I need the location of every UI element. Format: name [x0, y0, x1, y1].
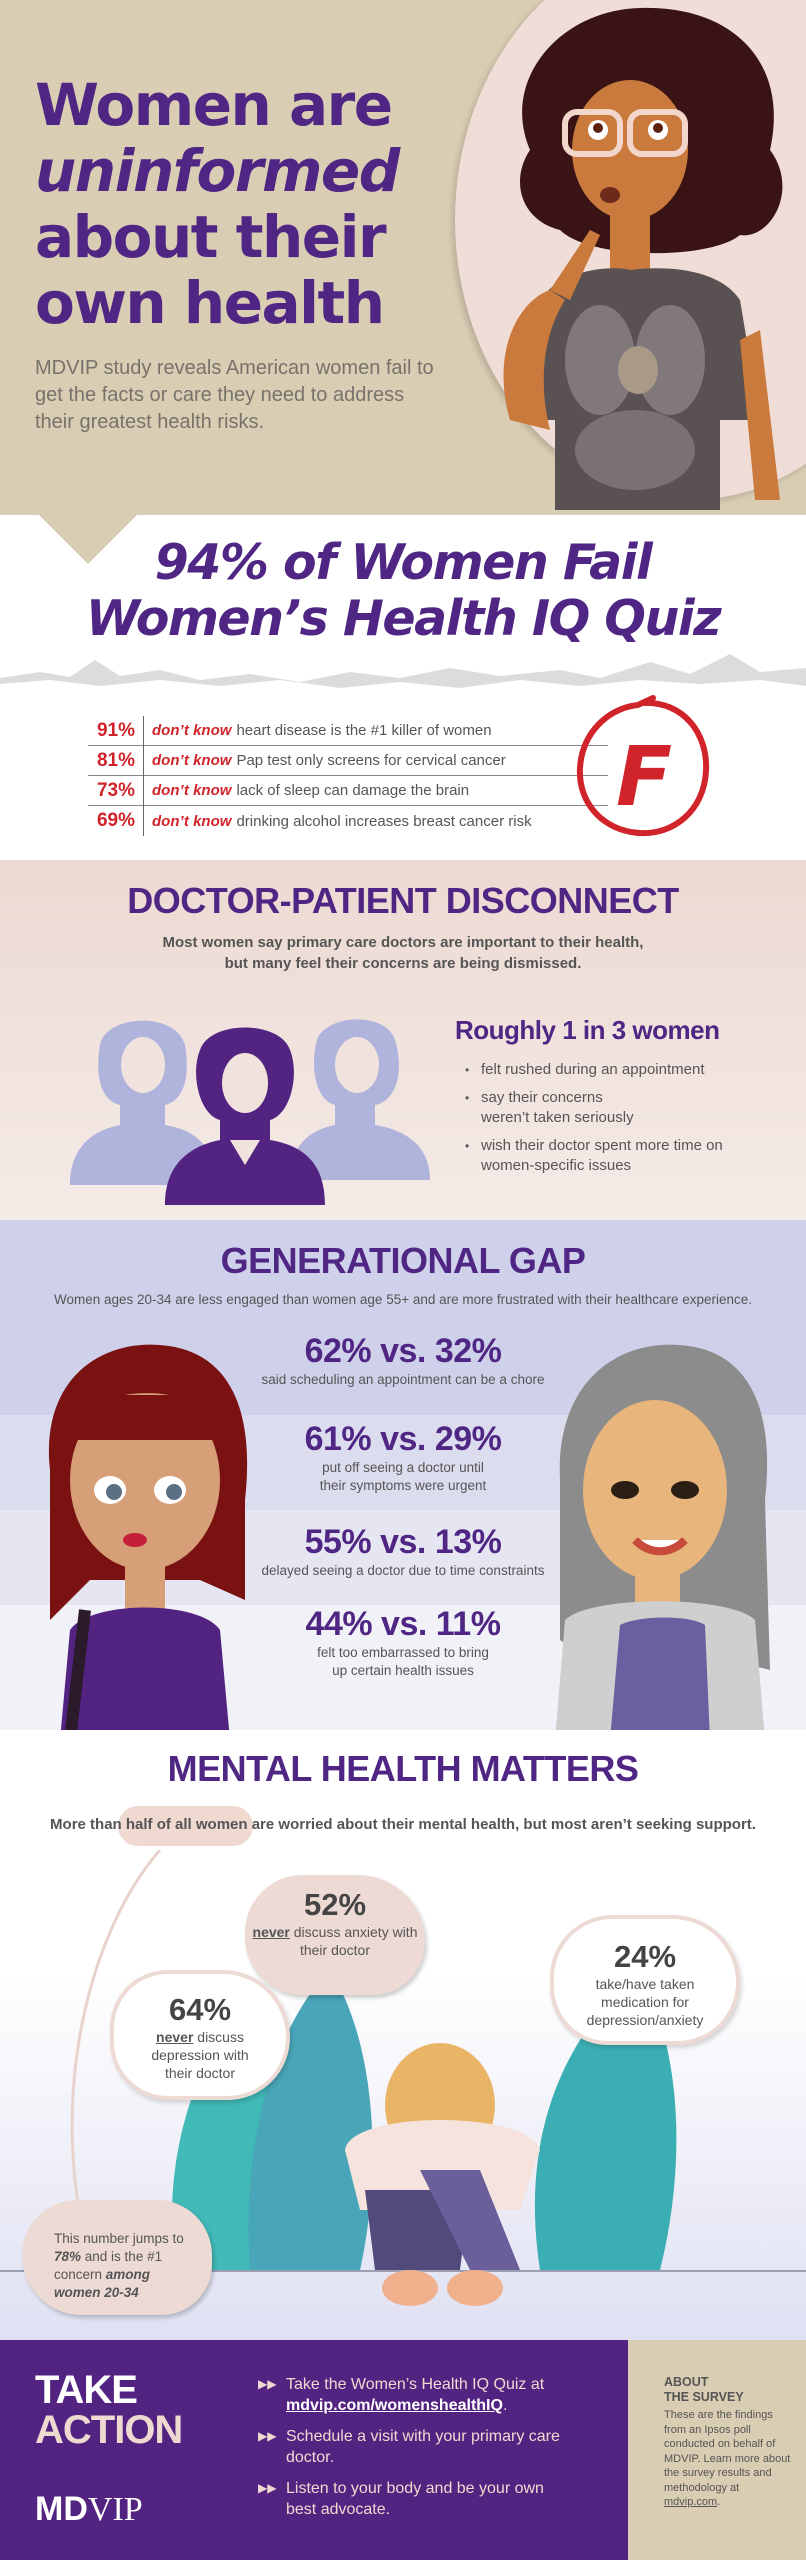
- mental-health-section: MENTAL HEALTH MATTERS More than half of …: [0, 1730, 806, 2340]
- bullet-item: felt rushed during an appointment: [465, 1060, 765, 1080]
- mental-section-title: MENTAL HEALTH MATTERS: [167, 1748, 639, 1789]
- failing-grade-f-icon: F: [576, 695, 710, 837]
- mdvip-logo: MDVIP: [35, 2490, 143, 2528]
- quiz-row: 69% don’t know drinking alcohol increase…: [88, 806, 608, 836]
- about-survey-body: These are the findings from an Ipsos pol…: [664, 2409, 791, 2508]
- doctor-patient-section: DOCTOR-PATIENT DISCONNECT Most women say…: [0, 860, 806, 1220]
- action-list: ▶▶ Take the Women’s Health IQ Quiz at mdv…: [258, 2374, 578, 2530]
- doctor-stat-bullets: felt rushed during an appointment say th…: [465, 1060, 765, 1184]
- generational-stat: 44% vs. 11% felt too embarrassed to brin…: [305, 1605, 501, 1678]
- bullet-item: say their concerns weren’t taken serious…: [465, 1088, 655, 1128]
- generational-section-lede: Women ages 20-34 are less engaged than w…: [53, 1292, 753, 1307]
- double-chevron-icon: ▶▶: [258, 2377, 277, 2391]
- torn-paper-divider: [0, 654, 806, 688]
- quiz-row: 81% don’t know Pap test only screens for…: [88, 745, 608, 776]
- mdvip-link[interactable]: mdvip.com: [664, 2496, 718, 2508]
- generational-stat: 62% vs. 32% said scheduling an appointme…: [261, 1332, 545, 1387]
- doctor-section-title: DOCTOR-PATIENT DISCONNECT: [127, 880, 679, 921]
- generational-stat: 61% vs. 29% put off seeing a doctor unti…: [304, 1420, 502, 1493]
- action-item: ▶▶ Schedule a visit with your primary car…: [258, 2428, 560, 2466]
- doctor-section-lede: Most women say primary care doctors are …: [162, 934, 644, 972]
- stat-cloud: 24% take/have taken medication for depre…: [550, 1915, 740, 2045]
- stat-cloud: 52% never discuss anxiety with their doc…: [245, 1875, 425, 1995]
- action-item: ▶▶ Take the Women’s Health IQ Quiz at mdv…: [258, 2376, 545, 2414]
- double-chevron-icon: ▶▶: [258, 2429, 277, 2443]
- three-women-silhouettes-icon: [70, 1019, 430, 1205]
- note-cloud: This number jumps to 78% and is the #1 c…: [22, 2200, 212, 2315]
- bullet-item: wish their doctor spent more time on wom…: [465, 1136, 755, 1176]
- quiz-link[interactable]: mdvip.com/womenshealthIQ: [286, 2397, 503, 2414]
- about-survey-panel: ABOUT THE SURVEY These are the findings f…: [628, 2340, 806, 2560]
- generational-stat: 55% vs. 13% delayed seeing a doctor due …: [261, 1523, 545, 1578]
- double-chevron-icon: ▶▶: [258, 2481, 277, 2495]
- take-action-section: TAKE ACTION MDVIP ▶▶ Take the Women’s Hea…: [0, 2340, 628, 2560]
- young-woman-illustration: [48, 1344, 248, 1730]
- hero-section: Women are uninformed about their own hea…: [0, 0, 806, 515]
- hero-subtitle: MDVIP study reveals American women fail …: [35, 357, 434, 433]
- quiz-results-list: 91% don’t know heart disease is the #1 k…: [88, 715, 608, 836]
- stat-cloud: 64% never discuss depression with their …: [110, 1970, 290, 2100]
- generational-section-title: GENERATIONAL GAP: [220, 1240, 586, 1281]
- generational-gap-section: GENERATIONAL GAP Women ages 20-34 are le…: [0, 1220, 806, 1730]
- quiz-title: 94% of Women Fail Women’s Health IQ Quiz: [85, 534, 722, 647]
- action-item: ▶▶ Listen to your body and be your own be…: [258, 2480, 544, 2518]
- quiz-row: 91% don’t know heart disease is the #1 k…: [88, 715, 608, 746]
- take-action-title: ACTION: [35, 2408, 183, 2452]
- hero-title: Women are uninformed about their own hea…: [35, 71, 400, 337]
- about-survey-title: ABOUT THE SURVEY: [664, 2375, 744, 2404]
- section-pointer-triangle: [38, 514, 138, 564]
- mental-section-lede: More than half of all women are worried …: [50, 1816, 756, 1833]
- sad-woman: [345, 2043, 540, 2306]
- quiz-row: 73% don’t know lack of sleep can damage …: [88, 775, 608, 806]
- doctor-stat-headline: Roughly 1 in 3 women: [455, 1015, 720, 1045]
- older-woman-illustration: [555, 1344, 770, 1730]
- woman-with-xray-shirt-illustration: [503, 7, 783, 510]
- svg-text:F: F: [616, 730, 672, 825]
- highlight-bubble: [118, 1806, 253, 1846]
- take-action-title: TAKE: [35, 2368, 138, 2412]
